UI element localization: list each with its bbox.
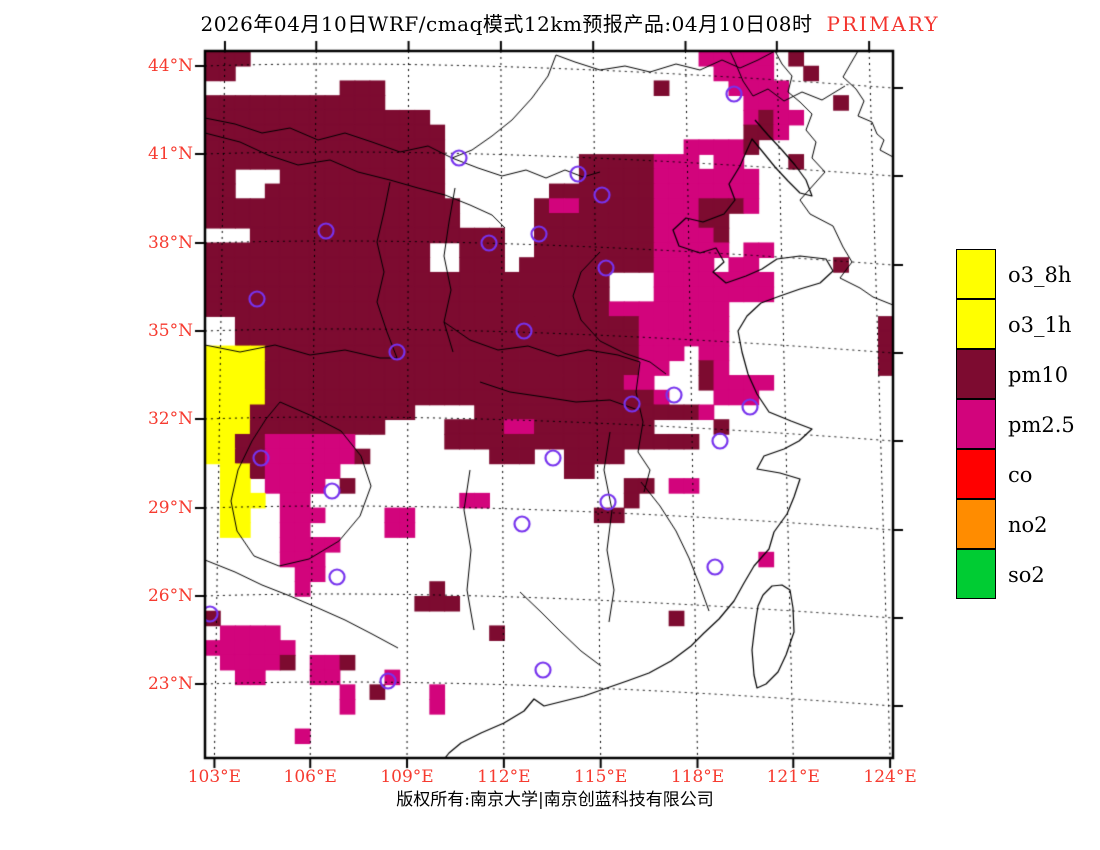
legend-label-no2: no2 — [1008, 513, 1048, 537]
legend-item-o3_8h: o3_8h — [956, 249, 1100, 300]
legend-item-so2: so2 — [956, 549, 1100, 600]
title-pollutant-tag: PRIMARY — [826, 12, 940, 36]
legend-swatch-co — [956, 449, 996, 499]
y-axis-label-44n: 44°N — [147, 56, 193, 76]
x-axis-label-112e: 112°E — [477, 767, 531, 787]
legend-swatch-o3_8h — [956, 249, 996, 299]
legend-swatch-so2 — [956, 549, 996, 599]
y-axis-label-32n: 32°N — [147, 409, 193, 429]
legend-item-no2: no2 — [956, 499, 1100, 550]
legend-item-pm2.5: pm2.5 — [956, 399, 1100, 450]
legend-label-co: co — [1008, 463, 1033, 487]
legend-swatch-pm10 — [956, 349, 996, 399]
legend-label-so2: so2 — [1008, 563, 1045, 587]
x-axis-label-121e: 121°E — [766, 767, 820, 787]
y-axis-label-29n: 29°N — [147, 498, 193, 518]
legend-item-o3_1h: o3_1h — [956, 299, 1100, 350]
x-axis-label-118e: 118°E — [670, 767, 725, 787]
y-axis-label-35n: 35°N — [147, 321, 193, 341]
y-axis-label-26n: 26°N — [147, 586, 193, 606]
legend-label-pm2.5: pm2.5 — [1008, 413, 1075, 437]
pollutant-legend: o3_8h o3_1h pm10 pm2.5 co no2 so2 — [956, 249, 1100, 600]
page-title: 2026年04月10日WRF/cmaq模式12km预报产品:04月10日08时 P… — [20, 8, 1100, 37]
y-axis-label-23n: 23°N — [147, 674, 193, 694]
y-axis-label-38n: 38°N — [147, 233, 193, 253]
copyright-text: 版权所有:南京大学|南京创蓝科技有限公司 — [396, 790, 714, 810]
x-axis-label-103e: 103°E — [187, 767, 242, 787]
legend-item-co: co — [956, 449, 1100, 500]
x-axis-label-124e: 124°E — [863, 767, 917, 787]
x-axis-label-109e: 109°E — [380, 767, 434, 787]
legend-swatch-o3_1h — [956, 299, 996, 349]
legend-swatch-no2 — [956, 499, 996, 549]
legend-label-o3_8h: o3_8h — [1008, 263, 1072, 287]
title-text: 2026年04月10日WRF/cmaq模式12km预报产品:04月10日08时 — [200, 12, 813, 36]
legend-swatch-pm2.5 — [956, 399, 996, 449]
x-axis-label-115e: 115°E — [573, 767, 628, 787]
legend-label-o3_1h: o3_1h — [1008, 313, 1072, 337]
legend-item-pm10: pm10 — [956, 349, 1100, 400]
x-axis-label-106e: 106°E — [283, 767, 337, 787]
y-axis-label-41n: 41°N — [147, 144, 193, 164]
legend-label-pm10: pm10 — [1008, 363, 1069, 387]
